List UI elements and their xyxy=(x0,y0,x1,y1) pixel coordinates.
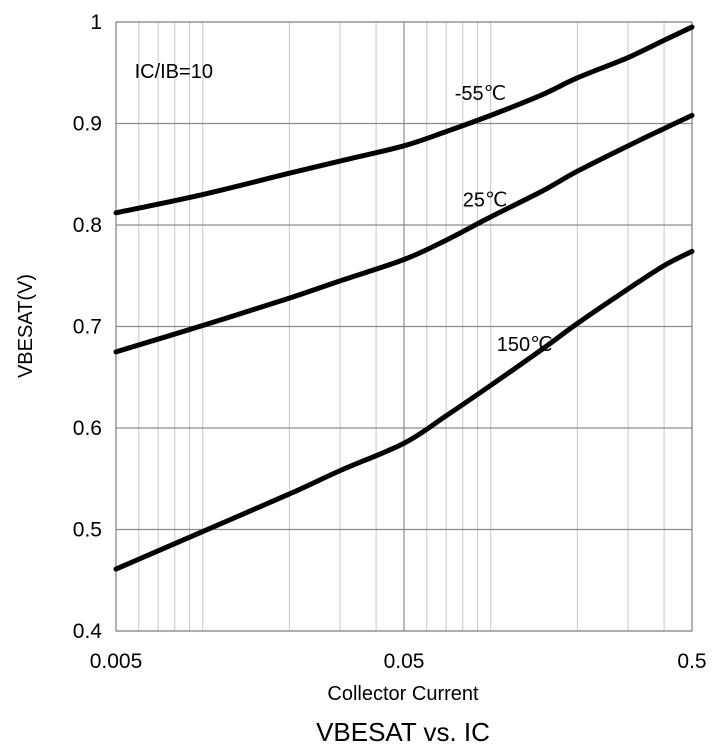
plot-area-border xyxy=(115,21,693,632)
y-tick-label: 0.7 xyxy=(73,316,102,339)
series-line xyxy=(113,24,695,216)
annotations: IC/IB=10 -55℃ 25℃ 150℃ xyxy=(135,61,553,356)
y-tick-label: 0.9 xyxy=(73,113,102,136)
y-tick-label: 0.6 xyxy=(73,417,102,440)
y-tick-label: 0.4 xyxy=(73,620,103,643)
x-tick-label: 0.5 xyxy=(677,650,706,673)
chart-annotation: IC/IB=10 xyxy=(135,61,213,83)
y-tick-labels: 0.4 0.5 0.6 0.7 0.8 0.9 1 xyxy=(73,11,103,643)
y-axis-title: VBESAT(V) xyxy=(15,274,37,378)
y-tick-label: 0.8 xyxy=(73,214,102,237)
x-tick-label: 0.05 xyxy=(384,650,425,673)
chart-annotation: 25℃ xyxy=(463,190,508,212)
chart-annotation: 150℃ xyxy=(497,334,553,356)
series-line xyxy=(113,248,695,572)
chart-title: VBESAT vs. IC xyxy=(316,717,490,747)
series-layer xyxy=(113,24,695,572)
y-tick-label: 1 xyxy=(90,11,102,34)
series-line xyxy=(113,112,695,355)
chart-annotation: -55℃ xyxy=(455,83,506,105)
x-tick-labels: 0.005 0.05 0.5 xyxy=(90,650,707,673)
y-tick-label: 0.5 xyxy=(73,519,102,542)
x-tick-label: 0.005 xyxy=(90,650,143,673)
x-axis-title: Collector Current xyxy=(327,683,479,705)
